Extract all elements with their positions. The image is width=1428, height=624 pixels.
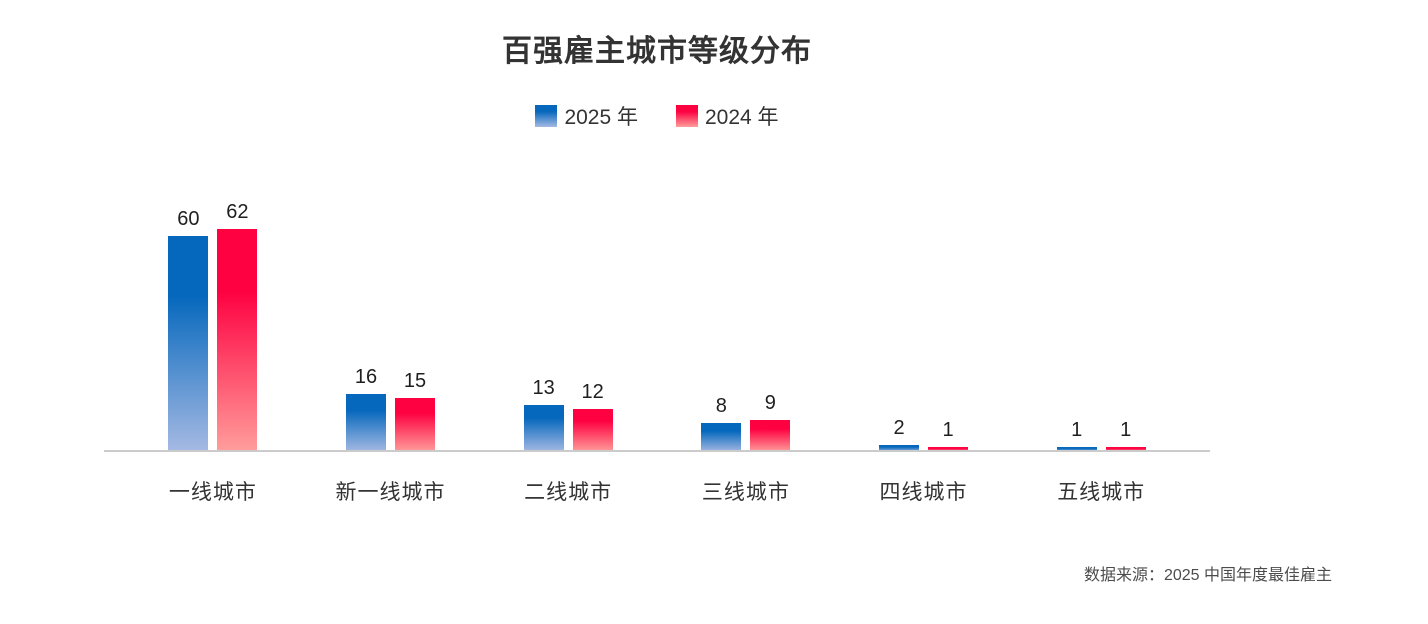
bar-column: 12 [572,380,613,452]
bar-group: 1 1 五线城市 [1012,419,1190,504]
value-label: 1 [942,419,954,441]
bar-2025 [1056,447,1097,452]
bar-pair: 13 12 [523,377,613,452]
category-label: 五线城市 [1057,481,1146,504]
bar-2025 [168,236,209,452]
value-label: 9 [764,391,776,414]
x-axis-line [104,450,1210,452]
legend-item-2025: 2025 年 [535,101,638,131]
bar-column: 13 [523,377,564,452]
value-label: 16 [354,366,378,389]
legend: 2025 年 2024 年 [104,101,1210,131]
chart-title: 百强雇主城市等级分布 [502,35,812,68]
bar-column: 60 [168,208,209,452]
bar-column: 15 [395,371,435,452]
value-label: 13 [532,377,555,400]
category-label: 三线城市 [701,481,790,504]
bar-pair: 16 15 [346,367,435,452]
bar-column: 1 [928,419,969,452]
value-label: 12 [581,380,604,403]
legend-label-2024: 2024 年 [705,106,779,129]
legend-swatch-2024 [676,105,698,127]
bar-pair: 60 62 [168,200,258,452]
bar-group: 16 15 新一线城市 [302,367,480,504]
category-label: 一线城市 [168,481,257,504]
bar-2024 [1105,447,1146,452]
value-label: 2 [893,416,905,439]
bar-column: 8 [701,395,742,452]
value-label: 15 [403,370,427,392]
bar-column: 1 [1105,419,1146,452]
legend-item-2024: 2024 年 [676,101,779,131]
bar-group: 8 9 三线城市 [657,391,835,504]
bar-2025 [523,405,564,452]
bar-group: 2 1 四线城市 [835,416,1013,504]
bar-column: 62 [217,200,258,452]
bar-2025 [346,394,386,452]
bar-column: 2 [879,416,920,452]
bar-column: 16 [346,367,386,452]
bar-2024 [750,419,791,452]
category-label: 二线城市 [524,481,613,504]
bar-group: 13 12 二线城市 [479,377,657,504]
value-label: 60 [177,208,200,230]
value-label: 1 [1120,419,1132,441]
bar-2024 [217,228,258,452]
bar-column: 9 [750,391,791,452]
bar-2024 [928,447,969,452]
bar-2024 [572,408,613,452]
bar-2025 [879,444,920,452]
bar-2024 [395,398,435,452]
category-label: 新一线城市 [335,481,446,504]
bar-2025 [701,423,742,452]
bar-column: 1 [1056,419,1097,452]
value-label: 1 [1071,419,1083,441]
legend-label-2025: 2025 年 [564,106,638,129]
value-label: 62 [226,200,249,223]
value-label: 8 [715,395,727,418]
category-label: 四线城市 [879,481,968,504]
source-note: 数据来源：2025 中国年度最佳雇主 [1083,567,1332,584]
bar-group: 60 62 一线城市 [124,200,302,504]
legend-swatch-2025 [535,105,558,127]
plot-area: 60 62 一线城市 16 15 新一线城市 13 12 二线城市 8 9 三线城市 2 1 四线城市 1 1 五… [104,0,1210,504]
